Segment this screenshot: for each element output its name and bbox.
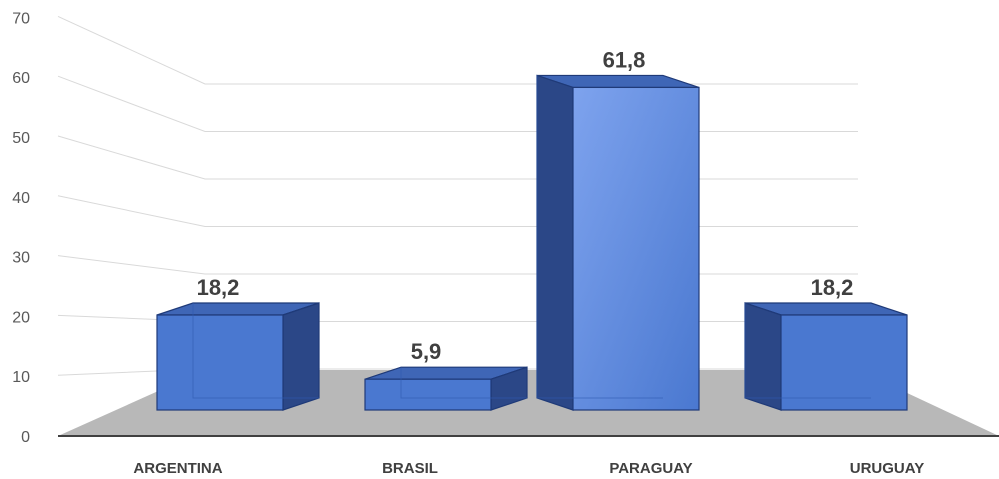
x-axis-labels: ARGENTINA BRASIL PARAGUAY URUGUAY [133,460,924,477]
gridline-40 [57,195,858,227]
x-tick-label: BRASIL [382,460,438,477]
bar-side-face [282,302,320,411]
bar-inner-edge [744,303,871,399]
bar-brasil [364,366,528,411]
data-label: 61,8 [603,47,646,72]
bar-paraguay [536,74,700,411]
bar-front-face [364,378,492,411]
gridline-50 [57,135,858,180]
gridlines [57,15,858,376]
data-labels: 18,2 5,9 61,8 18,2 [197,47,854,364]
bar-inner-edge [192,303,319,399]
gridline-30 [57,255,858,275]
bar-front-face [780,314,908,411]
y-tick-label: 30 [12,250,30,267]
bar-inner-edge [536,75,663,399]
y-tick-label: 70 [12,10,30,27]
bar-front-face [156,314,284,411]
y-axis-ticks: 0 10 20 30 40 50 60 70 [12,10,30,446]
x-tick-label: URUGUAY [850,460,924,477]
data-label: 5,9 [411,339,442,364]
y-tick-label: 50 [12,130,30,147]
y-tick-label: 10 [12,369,30,386]
y-tick-label: 20 [12,309,30,326]
bar-uruguay [744,302,908,411]
y-tick-label: 0 [21,429,30,446]
bar-argentina [156,302,320,411]
bar-inner-edge [400,367,527,399]
y-tick-label: 60 [12,70,30,87]
bar-side-face [536,74,574,411]
bar-side-face [744,302,782,411]
x-tick-label: ARGENTINA [133,460,222,477]
y-tick-label: 40 [12,190,30,207]
data-label: 18,2 [811,275,854,300]
bars [156,74,908,411]
gridline-70 [57,15,858,85]
data-label: 18,2 [197,275,240,300]
bar-front-face [572,86,700,411]
x-tick-label: PARAGUAY [609,460,692,477]
